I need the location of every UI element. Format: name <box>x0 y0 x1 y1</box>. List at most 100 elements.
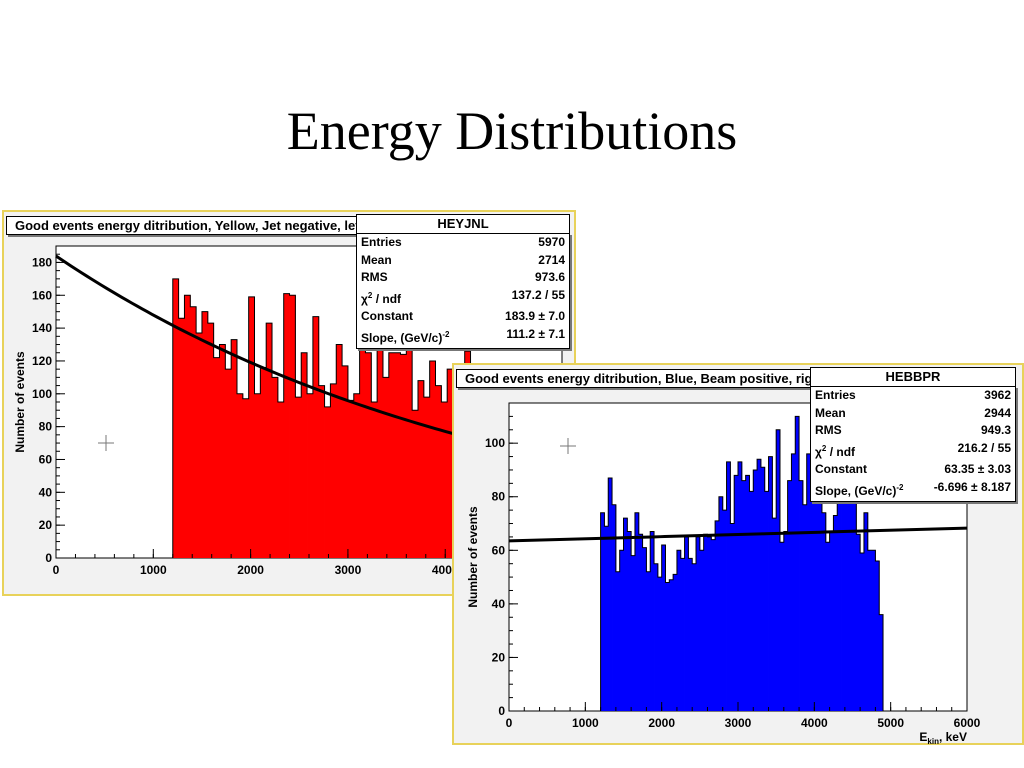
right-histogram-panel: 0 1000 2000 3000 4000 5000 6000 0 20 40 60 80 100 Num… <box>452 363 1024 745</box>
histogram-bin <box>382 377 390 558</box>
stats-value: 949.3 <box>980 423 1011 438</box>
chi-symbol: χ <box>361 291 368 306</box>
histogram-bin <box>779 542 785 711</box>
stats-label: Slope, (GeV/c)-2 <box>361 326 449 348</box>
histogram-bin <box>615 571 621 711</box>
histogram-bin <box>359 306 366 558</box>
panel-frame <box>452 363 1024 745</box>
slope-label-text: Slope, (GeV/c) <box>361 330 443 345</box>
histogram-bin <box>213 357 220 558</box>
histogram-bin <box>799 480 804 711</box>
x-tick-label: 5000 <box>877 716 904 730</box>
histogram-bin <box>718 496 724 711</box>
histogram-bin <box>650 531 655 711</box>
x-axis-label: Ekin, keV <box>919 730 967 745</box>
histogram-bin <box>266 323 273 558</box>
stats-value: 183.9 ± 7.0 <box>505 309 565 324</box>
stats-entries: Entries 5970 <box>361 234 565 252</box>
histogram-bin <box>608 477 613 711</box>
histogram-bin <box>412 410 419 558</box>
y-tick-label: 140 <box>32 321 52 335</box>
x-tick-label: 3000 <box>335 563 362 577</box>
histogram-bin <box>852 461 857 711</box>
x-tick-label: 0 <box>506 716 513 730</box>
y-axis-label: Number of events <box>466 506 480 608</box>
histogram-bin <box>734 475 739 711</box>
histogram-bin <box>821 512 827 711</box>
stats-mean: Mean 2944 <box>815 405 1011 423</box>
y-tick-label: 0 <box>45 551 52 565</box>
y-tick-label: 120 <box>32 354 52 368</box>
stats-mean: Mean 2714 <box>361 252 565 270</box>
histogram-bin <box>388 352 396 558</box>
histogram-bin <box>242 398 250 558</box>
histogram-bin <box>336 344 343 558</box>
histogram-bin <box>219 344 226 558</box>
x-tick-label: 0 <box>53 563 60 577</box>
histogram-bin <box>604 526 609 711</box>
histogram-bin <box>810 435 815 711</box>
stats-rms: RMS 949.3 <box>815 422 1011 440</box>
histogram-bin <box>654 563 659 711</box>
histogram-bin <box>301 352 308 558</box>
stats-value: -6.696 ± 8.187 <box>933 479 1011 494</box>
stats-value: 5970 <box>538 235 565 249</box>
histogram-bin <box>312 316 320 558</box>
left-histogram-panel: 0100020003000400050000204060801001201401… <box>2 210 576 596</box>
histogram-bin <box>730 523 735 711</box>
histogram-bin <box>711 539 716 711</box>
histogram-bin <box>783 531 789 711</box>
histogram-bin <box>722 510 727 711</box>
histogram-bin <box>661 544 666 711</box>
histogram-bin <box>871 550 876 711</box>
histogram-bin <box>330 383 337 558</box>
histogram-bin <box>829 531 834 711</box>
histogram-bin <box>787 480 792 711</box>
stats-label: Entries <box>815 388 856 402</box>
histogram-bin <box>814 494 819 711</box>
y-tick-label: 20 <box>39 518 53 532</box>
stats-value: 63.35 ± 3.03 <box>944 462 1011 477</box>
histogram-bin <box>371 402 378 558</box>
x-tick-label: 4000 <box>801 716 828 730</box>
histogram-bin <box>283 293 290 558</box>
histogram-bin <box>856 534 861 711</box>
histogram-bin <box>673 574 678 711</box>
histogram-bin <box>707 536 712 711</box>
x-axis-label-suffix: , keV <box>939 730 967 744</box>
histogram-bin <box>400 354 407 558</box>
stats-value: 216.2 / 55 <box>957 440 1011 455</box>
x-tick-label: 2000 <box>648 716 675 730</box>
histogram-bin <box>669 579 674 711</box>
chi-exponent: 2 <box>821 443 827 453</box>
stats-entries: Entries 3962 <box>815 387 1011 405</box>
histogram-bin <box>837 491 842 711</box>
histogram-bin <box>703 534 708 711</box>
histogram-bin <box>172 278 180 558</box>
stats-label: Constant <box>361 309 413 324</box>
histogram-bin <box>612 504 617 711</box>
histogram-bin <box>757 459 762 711</box>
histogram-bin <box>745 475 750 711</box>
x-tick-label: 1000 <box>572 716 599 730</box>
x-tick-label: 3000 <box>725 716 752 730</box>
histogram-bin <box>844 502 850 711</box>
histogram-bin <box>254 393 261 558</box>
histogram-bin <box>699 550 705 711</box>
stats-label: RMS <box>361 270 388 285</box>
left-histogram-name: HEYJNL <box>356 214 570 234</box>
histogram-bin <box>307 393 314 558</box>
histogram-bin <box>741 480 747 711</box>
histogram-bin <box>863 512 869 711</box>
histogram-bin <box>196 333 203 558</box>
histogram-bin <box>860 552 865 711</box>
histogram-bin <box>676 550 682 711</box>
right-histogram-title: Good events energy ditribution, Blue, Be… <box>456 369 834 388</box>
y-tick-label: 20 <box>492 650 506 664</box>
y-tick-label: 0 <box>498 704 505 718</box>
histogram-bin <box>441 402 448 558</box>
histogram-bin <box>184 295 191 558</box>
right-stats-box: Entries 3962 Mean 2944 RMS 949.3 χ2 / nd… <box>810 386 1016 502</box>
histogram-bin <box>772 518 777 711</box>
histogram-bin <box>365 352 372 558</box>
